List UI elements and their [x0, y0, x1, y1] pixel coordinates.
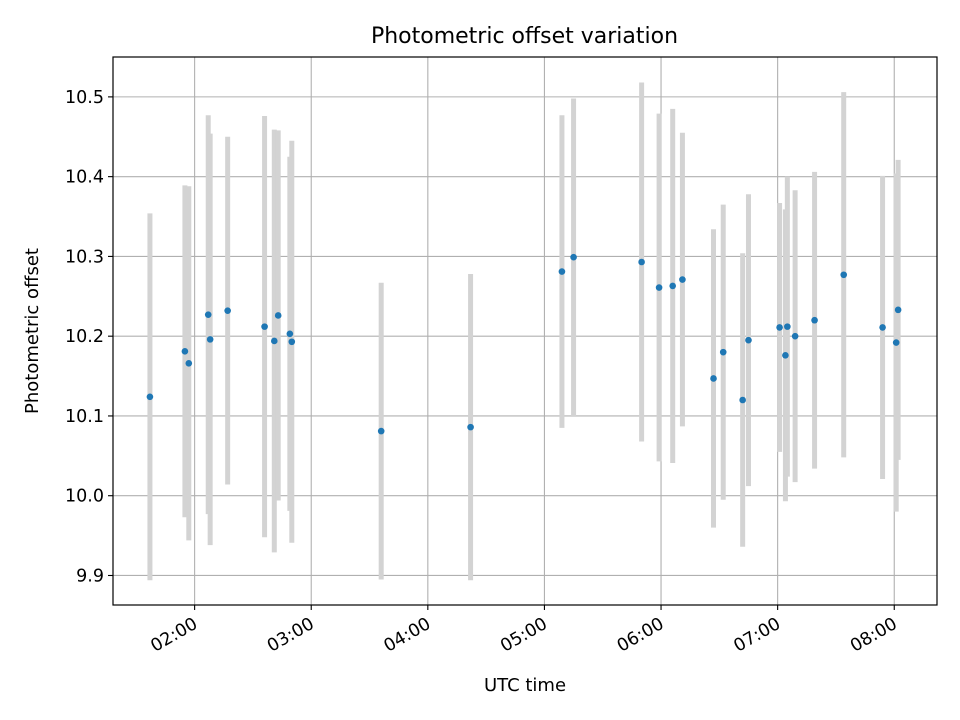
- y-tick-label: 10.3: [65, 247, 104, 267]
- y-tick-label: 10.4: [65, 168, 104, 188]
- x-tick-label: 05:00: [497, 614, 551, 657]
- y-tick-label: 10.5: [65, 88, 104, 108]
- data-point: [181, 348, 189, 355]
- y-axis-label: Photometric offset: [22, 248, 43, 414]
- data-point: [811, 316, 818, 324]
- data-point: [224, 307, 231, 314]
- point-layer: [146, 253, 902, 435]
- plot-frame: [112, 56, 938, 606]
- data-point: [558, 268, 566, 275]
- data-point: [274, 312, 282, 319]
- x-tick-label: 06:00: [614, 614, 668, 657]
- data-point: [892, 339, 900, 346]
- data-point: [377, 427, 385, 435]
- data-point: [719, 348, 727, 356]
- x-tick-label: 03:00: [264, 614, 318, 657]
- data-point: [782, 352, 789, 359]
- data-point: [669, 282, 676, 290]
- data-point: [894, 306, 902, 314]
- x-axis-label: UTC time: [484, 675, 566, 696]
- data-point: [879, 324, 886, 331]
- y-tick-label: 10.0: [65, 487, 104, 507]
- data-point: [791, 332, 799, 340]
- data-point: [745, 336, 752, 344]
- data-point: [288, 338, 296, 346]
- x-tick-label: 04:00: [381, 614, 435, 657]
- data-point: [570, 253, 577, 261]
- data-point: [261, 323, 268, 330]
- y-tick-label: 10.2: [65, 327, 104, 347]
- data-point: [840, 271, 848, 279]
- data-point: [679, 276, 686, 283]
- data-point: [467, 423, 474, 431]
- errorbar-layer: [147, 82, 901, 581]
- y-tick-label: 9.9: [76, 566, 104, 586]
- data-point: [204, 311, 212, 318]
- chart-title: Photometric offset variation: [371, 24, 678, 49]
- data-point: [710, 375, 717, 382]
- data-point: [185, 360, 193, 367]
- data-point: [784, 323, 791, 330]
- data-point: [286, 330, 294, 338]
- data-point: [739, 396, 746, 404]
- x-tick-label: 02:00: [147, 614, 201, 657]
- data-point: [655, 284, 663, 291]
- x-tick-label: 08:00: [847, 614, 901, 657]
- data-point: [638, 258, 645, 266]
- y-tick-label: 10.1: [65, 407, 104, 427]
- data-point: [146, 393, 154, 401]
- data-point: [206, 336, 214, 343]
- data-point: [271, 337, 278, 345]
- data-point: [776, 324, 783, 331]
- x-tick-label: 07:00: [730, 614, 784, 657]
